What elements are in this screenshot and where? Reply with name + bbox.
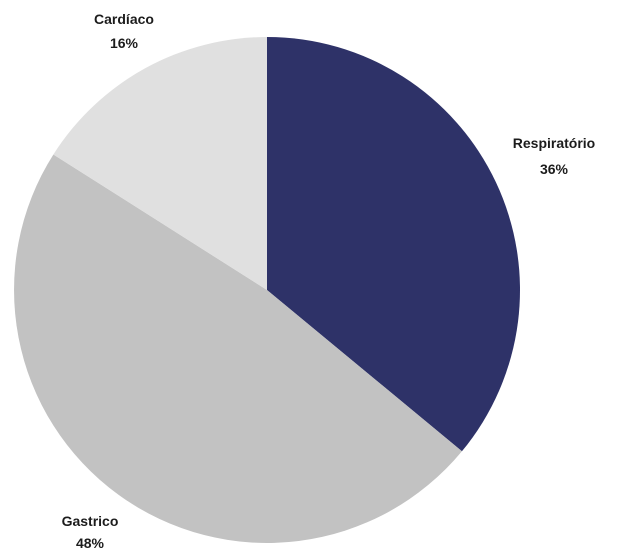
- slice-label-respiratorio: Respiratório: [513, 135, 595, 151]
- pie-slices: [14, 37, 521, 543]
- slice-value-cardiaco: 16%: [110, 35, 139, 51]
- slice-label-cardiaco: Cardíaco: [94, 11, 154, 27]
- slice-cardiaco: [53, 37, 267, 290]
- slice-gastrico: [14, 154, 462, 543]
- slice-value-gastrico: 48%: [76, 535, 105, 551]
- slice-label-gastrico: Gastrico: [62, 513, 119, 529]
- pie-labels: Respiratório 36% Gastrico 48% Cardíaco 16%: [62, 11, 596, 551]
- slice-respiratorio: [267, 37, 521, 452]
- slice-value-respiratorio: 36%: [540, 161, 569, 177]
